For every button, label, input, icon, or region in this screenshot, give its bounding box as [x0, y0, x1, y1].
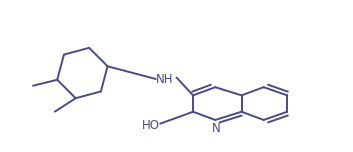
- Text: N: N: [211, 122, 220, 135]
- Text: NH: NH: [156, 73, 173, 86]
- Text: HO: HO: [142, 119, 160, 132]
